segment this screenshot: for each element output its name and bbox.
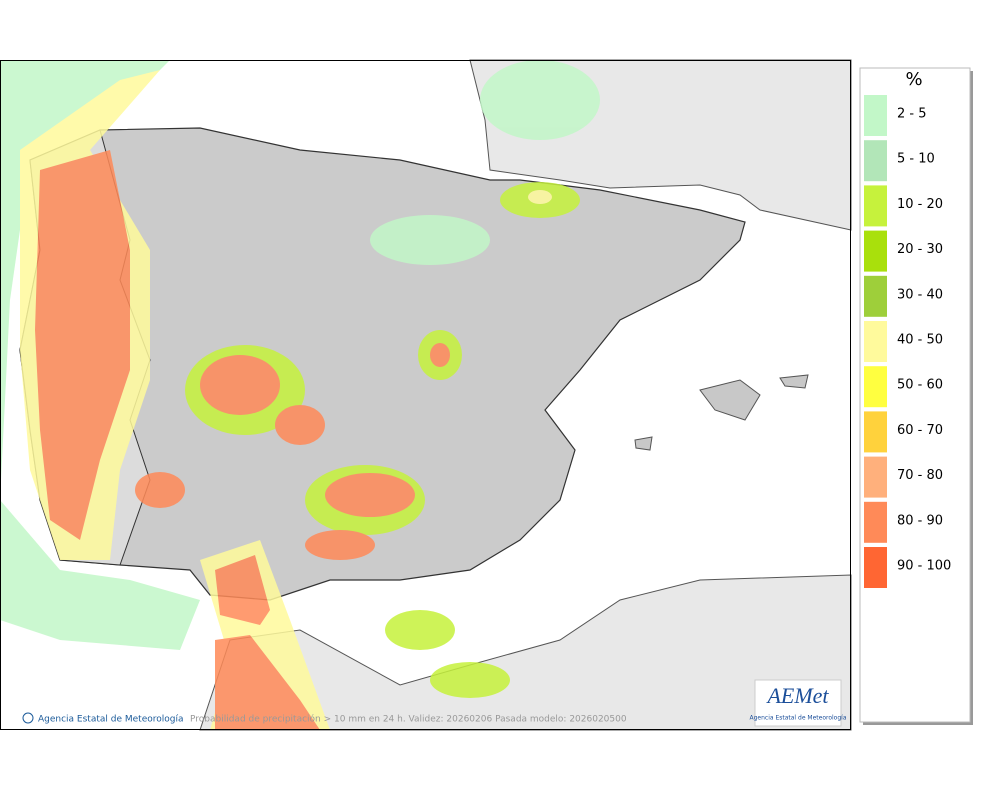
legend-swatch [864,411,887,453]
map-frame [0,60,851,730]
legend-swatch [864,547,887,588]
legend-swatch [864,230,887,272]
legend-label: 60 - 70 [897,423,943,438]
caption: Probabilidad de precipitación > 10 mm en… [190,714,627,725]
legend-swatch [864,140,887,182]
legend-label: 2 - 5 [897,107,927,122]
legend-swatch [864,275,887,317]
map [0,59,852,731]
legend-label: 70 - 80 [897,468,943,483]
legend-swatch [864,95,887,136]
legend-label: 30 - 40 [897,287,943,302]
logo-box [754,679,842,727]
legend-label: 40 - 50 [897,333,943,348]
legend-label: 10 - 20 [897,197,943,212]
logo: AEMet [765,683,829,708]
legend-swatch [864,501,887,543]
legend-label: 20 - 30 [897,242,943,257]
legend-title: % [905,69,922,90]
legend-label: 80 - 90 [897,513,943,528]
legend-label: 50 - 60 [897,378,943,393]
legend-label: 5 - 10 [897,152,935,167]
agency-credit: Agencia Estatal de Meteorología [38,715,184,725]
legend-label: 90 - 100 [897,559,951,574]
legend: 2 - 5 5 - 10 10 - 20 20 - 30 30 - 40 40 - 50 5… [864,95,951,588]
legend-swatch [864,321,887,362]
precipitation-areas [0,60,600,730]
balearics [634,374,809,451]
logo-subtitle: Agencia Estatal de Meteorología [750,715,847,722]
legend-swatch [864,185,887,227]
copyright-icon [22,712,34,724]
legend-swatch [864,366,887,408]
legend-swatch [864,456,887,498]
